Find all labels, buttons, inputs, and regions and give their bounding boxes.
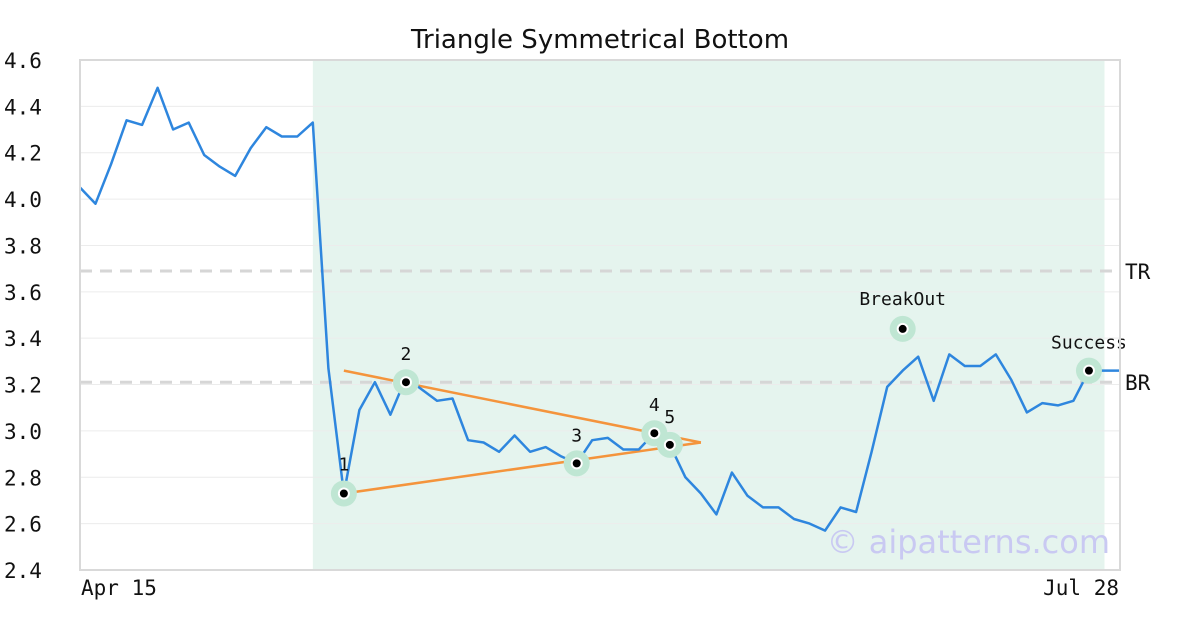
y-tick-label: 4.6: [4, 49, 42, 73]
price-series-line: [79, 86, 1120, 532]
point-label-breakout: BreakOut: [859, 289, 946, 310]
y-tick-label: 2.6: [4, 513, 42, 537]
chart-title: Triangle Symmetrical Bottom: [410, 25, 789, 55]
point-marker-3: [570, 457, 583, 470]
point-label-success: Success: [1051, 333, 1127, 354]
point-label-1: 1: [338, 455, 349, 476]
level-label-br: BR: [1125, 371, 1151, 395]
point-marker-1: [337, 487, 350, 500]
point-label-2: 2: [401, 344, 412, 365]
pattern-points: 1 2 3 45 BreakOut Success: [330, 289, 1127, 507]
level-lines: TR BR: [80, 260, 1151, 395]
point-label-4: 4: [649, 395, 660, 416]
y-tick-label: 2.8: [4, 466, 42, 490]
y-tick-label: 4.0: [4, 188, 42, 212]
y-axis-ticks: 4.6 4.4 4.2 4.0 3.8 3.6 3.4 3.2 3.0 2.8 2.6 2.4: [4, 49, 42, 583]
watermark: © aipatterns.com: [827, 523, 1110, 561]
y-tick-label: 3.6: [4, 281, 42, 305]
x-tick-label-end: Jul 28: [1043, 576, 1119, 600]
point-label-5: 5: [664, 407, 675, 428]
x-tick-label-start: Apr 15: [81, 576, 157, 600]
lower-trendline: [343, 441, 702, 495]
y-tick-label: 2.4: [4, 559, 42, 583]
y-tick-label: 3.8: [4, 234, 42, 258]
y-tick-label: 3.0: [4, 420, 42, 444]
y-tick-label: 3.4: [4, 327, 42, 351]
grid-lines: [80, 59, 1120, 571]
level-label-tr: TR: [1125, 260, 1151, 284]
point-marker-4: [648, 427, 661, 440]
y-tick-label: 4.2: [4, 142, 42, 166]
y-tick-label: 3.2: [4, 374, 42, 398]
pattern-region: [312, 60, 1105, 570]
point-marker-breakout: [896, 322, 909, 335]
y-tick-label: 4.4: [4, 95, 42, 119]
plot-frame: [79, 59, 1121, 571]
point-marker-5: [663, 438, 676, 451]
point-marker-2: [399, 376, 412, 389]
point-marker-success: [1082, 364, 1095, 377]
point-label-3: 3: [571, 425, 582, 446]
